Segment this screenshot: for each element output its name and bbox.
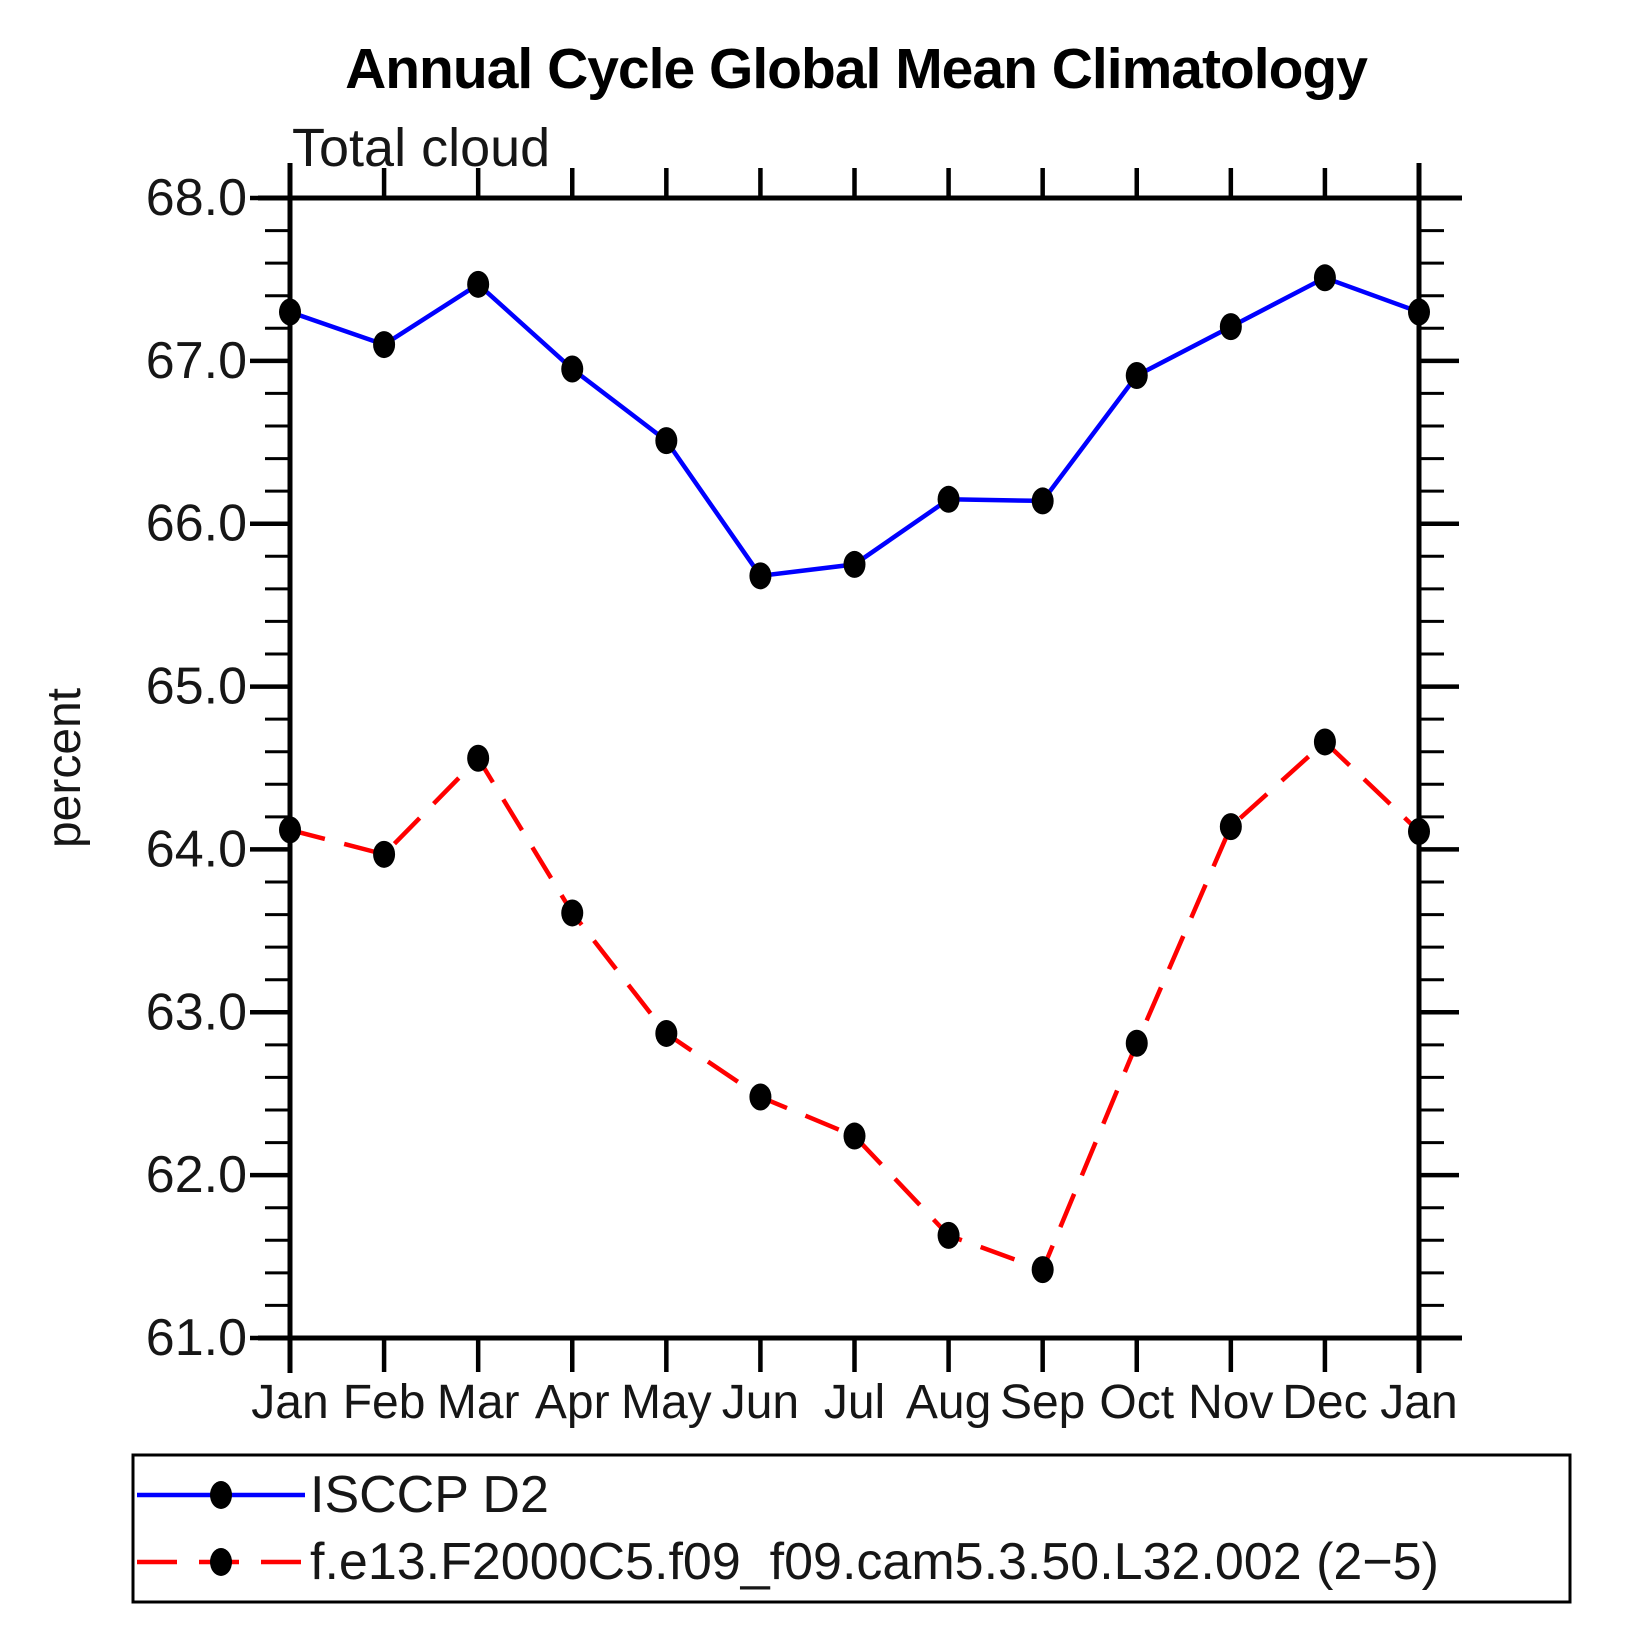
data-series	[279, 264, 1430, 1284]
legend-box	[131, 1453, 1572, 1604]
x-tick-label: Aug	[906, 1376, 991, 1429]
x-tick-label: Oct	[1099, 1376, 1174, 1429]
y-tick-label: 67.0	[146, 332, 247, 390]
y-axis-title: percent	[38, 688, 91, 848]
data-point-marker	[1125, 362, 1148, 390]
x-tick-label: Jun	[722, 1376, 799, 1429]
x-tick-label: Jul	[824, 1376, 885, 1429]
data-point-marker	[937, 485, 960, 513]
data-point-marker	[1313, 728, 1336, 756]
chart-title: Annual Cycle Global Mean Climatology	[345, 37, 1368, 101]
data-point-marker	[1313, 264, 1336, 292]
y-tick-label: 63.0	[146, 983, 247, 1041]
chart-subtitle: Total cloud	[292, 118, 550, 178]
data-point-marker	[279, 816, 301, 844]
plot-axes	[250, 163, 1462, 1373]
series-line-isccp-d2	[289, 275, 1420, 579]
x-tick-label: Sep	[1000, 1376, 1085, 1429]
data-point-marker	[467, 744, 490, 772]
y-tick-label: 64.0	[146, 820, 247, 878]
x-tick-label: Jan	[1380, 1376, 1457, 1429]
x-tick-label: Nov	[1188, 1376, 1273, 1429]
legend-label-isccp-d2: ISCCP D2	[310, 1466, 549, 1524]
x-tick-label: Jan	[251, 1376, 328, 1429]
data-point-marker	[1219, 313, 1242, 341]
legend-line-samples	[137, 1481, 305, 1576]
data-point-marker	[1031, 1256, 1054, 1284]
legend-label-model-run: f.e13.F2000C5.f09_f09.cam5.3.50.L32.002 …	[310, 1533, 1439, 1591]
data-point-marker	[1125, 1029, 1148, 1057]
x-tick-label: Mar	[437, 1376, 520, 1429]
data-point-marker	[467, 270, 490, 298]
y-tick-label: 62.0	[146, 1146, 247, 1204]
data-point-marker	[373, 331, 396, 359]
data-point-marker	[655, 427, 678, 455]
data-point-marker	[279, 298, 301, 326]
data-point-marker	[843, 550, 866, 578]
x-tick-label: Apr	[535, 1376, 610, 1429]
data-point-marker	[843, 1122, 866, 1150]
legend-sample-marker	[210, 1481, 232, 1509]
x-tick-label: May	[621, 1376, 712, 1429]
data-point-marker	[561, 899, 584, 927]
y-tick-label: 61.0	[146, 1309, 247, 1367]
y-tick-label: 68.0	[146, 169, 247, 227]
data-point-marker	[937, 1221, 960, 1249]
legend: ISCCP D2 f.e13.F2000C5.f09_f09.cam5.3.50…	[131, 1453, 1572, 1604]
data-point-marker	[749, 1083, 772, 1111]
series-line-model-run	[289, 738, 1421, 1273]
data-point-marker	[1408, 298, 1430, 326]
x-tick-label: Feb	[343, 1376, 426, 1429]
data-point-marker	[1031, 487, 1054, 515]
y-tick-label: 65.0	[146, 658, 247, 716]
x-tick-label: Dec	[1282, 1376, 1367, 1429]
y-tick-label: 66.0	[146, 495, 247, 553]
data-point-marker	[561, 355, 584, 383]
data-point-marker	[1408, 818, 1430, 846]
data-point-marker	[749, 562, 772, 590]
data-point-marker	[373, 840, 396, 868]
data-point-marker	[1219, 813, 1242, 841]
data-point-marker	[655, 1019, 678, 1047]
legend-sample-marker	[210, 1548, 232, 1576]
